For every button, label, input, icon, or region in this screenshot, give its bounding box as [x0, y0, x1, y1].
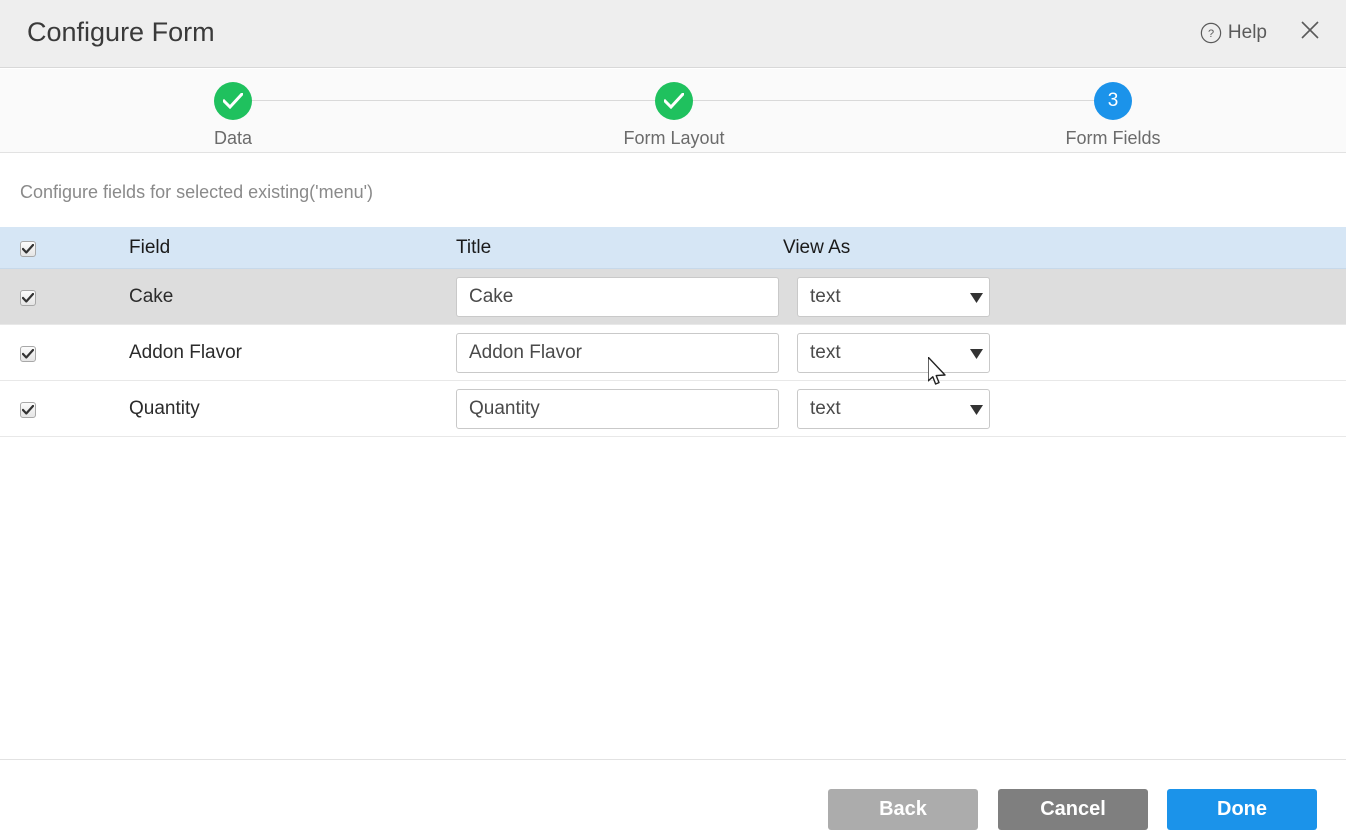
svg-text:?: ?	[1208, 28, 1214, 40]
